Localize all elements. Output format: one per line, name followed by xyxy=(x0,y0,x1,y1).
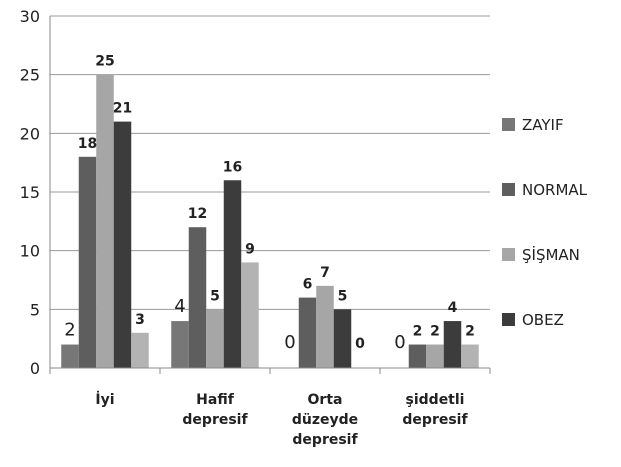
data-label: 7 xyxy=(320,265,330,281)
bar xyxy=(171,321,189,368)
data-label: 2 xyxy=(430,324,440,340)
bar xyxy=(333,309,352,368)
bar xyxy=(131,332,149,368)
bar xyxy=(188,227,207,368)
bar xyxy=(316,285,334,368)
bar xyxy=(443,321,462,368)
data-label: 2 xyxy=(413,324,423,340)
legend-swatch xyxy=(502,118,515,131)
legend: ZAYIF NORMAL ŞİŞMAN OBEZ xyxy=(502,116,588,329)
data-label: 9 xyxy=(245,241,255,257)
data-label: 6 xyxy=(303,277,313,293)
bar xyxy=(223,180,242,368)
legend-label: NORMAL xyxy=(522,181,588,199)
category-label: Hafif xyxy=(196,392,235,408)
axes xyxy=(49,16,491,374)
bar xyxy=(61,344,79,368)
category-label: Orta xyxy=(308,392,343,408)
data-label: 4 xyxy=(174,296,185,317)
bar xyxy=(408,344,427,368)
legend-swatch xyxy=(502,313,515,326)
data-label: 18 xyxy=(78,136,97,152)
bar xyxy=(241,262,259,368)
bar xyxy=(78,156,97,368)
category-label: depresif xyxy=(292,432,358,448)
data-label: 2 xyxy=(64,320,75,341)
data-label: 5 xyxy=(338,288,348,304)
y-tick-label: 10 xyxy=(20,242,40,261)
legend-swatch xyxy=(502,183,515,196)
y-tick-label: 5 xyxy=(30,300,40,319)
data-label: 4 xyxy=(448,300,458,316)
bar xyxy=(206,309,224,368)
y-axis-tick-labels: 0 5 10 15 20 25 30 xyxy=(20,7,40,378)
data-label: 0 xyxy=(284,332,295,353)
legend-label: ŞİŞMAN xyxy=(522,245,580,264)
category-label: şiddetli xyxy=(406,392,465,408)
bar xyxy=(461,344,479,368)
category-label: düzeyde xyxy=(292,412,358,428)
data-label: 25 xyxy=(95,54,114,70)
bar xyxy=(113,121,132,368)
data-label: 21 xyxy=(113,101,132,117)
y-tick-label: 0 xyxy=(30,359,40,378)
data-label: 0 xyxy=(355,336,365,352)
legend-label: OBEZ xyxy=(522,311,564,329)
data-label: 0 xyxy=(394,332,405,353)
category-labels: İyi Hafif depresif Orta düzeyde depresif şidde… xyxy=(95,391,468,448)
category-label: depresif xyxy=(182,412,248,428)
bar xyxy=(298,297,317,368)
y-tick-label: 25 xyxy=(20,66,40,85)
legend-label: ZAYIF xyxy=(522,116,564,134)
y-tick-label: 20 xyxy=(20,124,40,143)
data-label: 12 xyxy=(188,206,207,222)
y-tick-label: 30 xyxy=(20,7,40,26)
data-label: 3 xyxy=(135,312,145,328)
bar xyxy=(426,344,444,368)
category-label: depresif xyxy=(402,412,468,428)
legend-swatch xyxy=(502,248,515,261)
y-tick-label: 15 xyxy=(20,183,40,202)
data-label: 5 xyxy=(210,288,220,304)
data-label: 16 xyxy=(223,159,242,175)
category-label: İyi xyxy=(95,391,114,408)
bars xyxy=(61,74,479,369)
bar xyxy=(96,74,114,369)
data-label: 2 xyxy=(465,324,475,340)
